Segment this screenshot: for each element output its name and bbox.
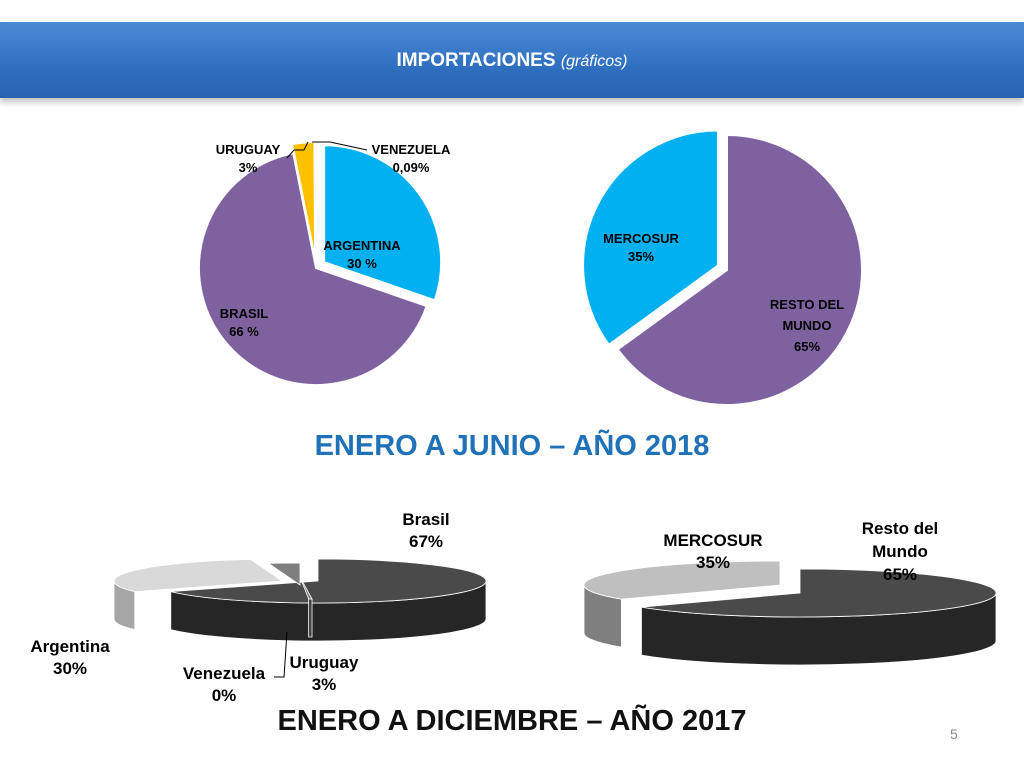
pie-2018-regions-label-resto-value: 65% bbox=[794, 339, 820, 354]
pie-2018-countries-label-uruguay-value: 3% bbox=[239, 160, 258, 175]
pie-2017-countries-label-venezuela-name: Venezuela bbox=[183, 664, 266, 683]
pie-2018-countries-label-argentina-name: ARGENTINA bbox=[323, 238, 401, 253]
pie-2017-countries-slice-uruguay bbox=[267, 562, 301, 586]
pie-2017-regions-label-resto-value: 65% bbox=[883, 565, 917, 584]
pie-2018-countries-slice-argentina bbox=[323, 144, 443, 302]
pie-2018-regions-label-mercosur-name: MERCOSUR bbox=[603, 231, 679, 246]
pie-2017-countries-label-venezuela-value: 0% bbox=[212, 686, 237, 705]
pie-2018-countries-label-uruguay-name: URUGUAY bbox=[216, 142, 281, 157]
pie-2018-countries-slice-brasil bbox=[198, 152, 428, 386]
pie-2018-countries-label-argentina-value: 30 % bbox=[347, 256, 377, 271]
pie-2017-countries-label-brasil-value: 67% bbox=[409, 532, 443, 551]
section-title-2017: ENERO A DICIEMBRE – AÑO 2017 bbox=[277, 705, 747, 737]
section-title-2018: ENERO A JUNIO – AÑO 2018 bbox=[314, 430, 710, 462]
title-banner: IMPORTACIONES (gráficos) bbox=[0, 22, 1024, 98]
page-title-subtitle: (gráficos) bbox=[560, 53, 628, 70]
pie-2017-countries-leader-venezuela bbox=[274, 631, 288, 678]
page-title-main: IMPORTACIONES bbox=[396, 50, 556, 71]
page-title: IMPORTACIONES (gráficos) bbox=[0, 50, 1024, 72]
pie-2017-countries-slice-venezuela bbox=[299, 576, 313, 600]
pie-2017-regions-slice-resto bbox=[641, 568, 997, 618]
pie-2018-regions-slice-mercosur bbox=[582, 129, 720, 347]
pie-2017-regions-label-resto-name-2: Mundo bbox=[872, 542, 928, 561]
pie-2018-countries-leader-uruguay bbox=[286, 141, 309, 159]
pie-2018-countries-label-venezuela-value: 0,09% bbox=[393, 160, 430, 175]
pie-2018-regions-label-mercosur-value: 35% bbox=[628, 249, 654, 264]
pie-2018-countries-slice-venezuela bbox=[313, 149, 318, 269]
pie-2018-countries-label-brasil-name: BRASIL bbox=[220, 306, 268, 321]
pie-2017-regions-label-mercosur-name: MERCOSUR bbox=[663, 531, 762, 550]
pie-2017-countries-label-brasil-name: Brasil bbox=[402, 510, 449, 529]
pie-2017-regions-label-mercosur-value: 35% bbox=[696, 553, 730, 572]
pie-2017-regions-label-resto-name: Resto del bbox=[862, 519, 939, 538]
pie-2017-countries-label-argentina-value: 30% bbox=[53, 659, 87, 678]
pie-2017-countries-label-uruguay-name: Uruguay bbox=[290, 653, 360, 672]
pie-2018-regions-slice-resto-del-mundo bbox=[616, 133, 863, 406]
pie-2018-countries-label-brasil-value: 66 % bbox=[229, 324, 259, 339]
pie-2018-regions-label-resto-name-2: MUNDO bbox=[782, 318, 831, 333]
pie-2018-countries-leader-venezuela bbox=[312, 141, 368, 151]
pie-2017-regions-slice-mercosur bbox=[583, 560, 781, 600]
pie-2018-countries-label-venezuela-name: VENEZUELA bbox=[372, 142, 451, 157]
pie-2017-countries-side-venezuela bbox=[308, 598, 313, 638]
pie-2018-regions-label-resto-name: RESTO DEL bbox=[770, 297, 844, 312]
pie-2017-countries-label-argentina-name: Argentina bbox=[30, 637, 110, 656]
pie-2017-countries-slice-argentina bbox=[113, 558, 284, 593]
page-number: 5 bbox=[950, 726, 958, 742]
pie-2017-countries-label-uruguay-value: 3% bbox=[312, 675, 337, 694]
pie-2017-countries-slice-brasil bbox=[170, 558, 487, 604]
